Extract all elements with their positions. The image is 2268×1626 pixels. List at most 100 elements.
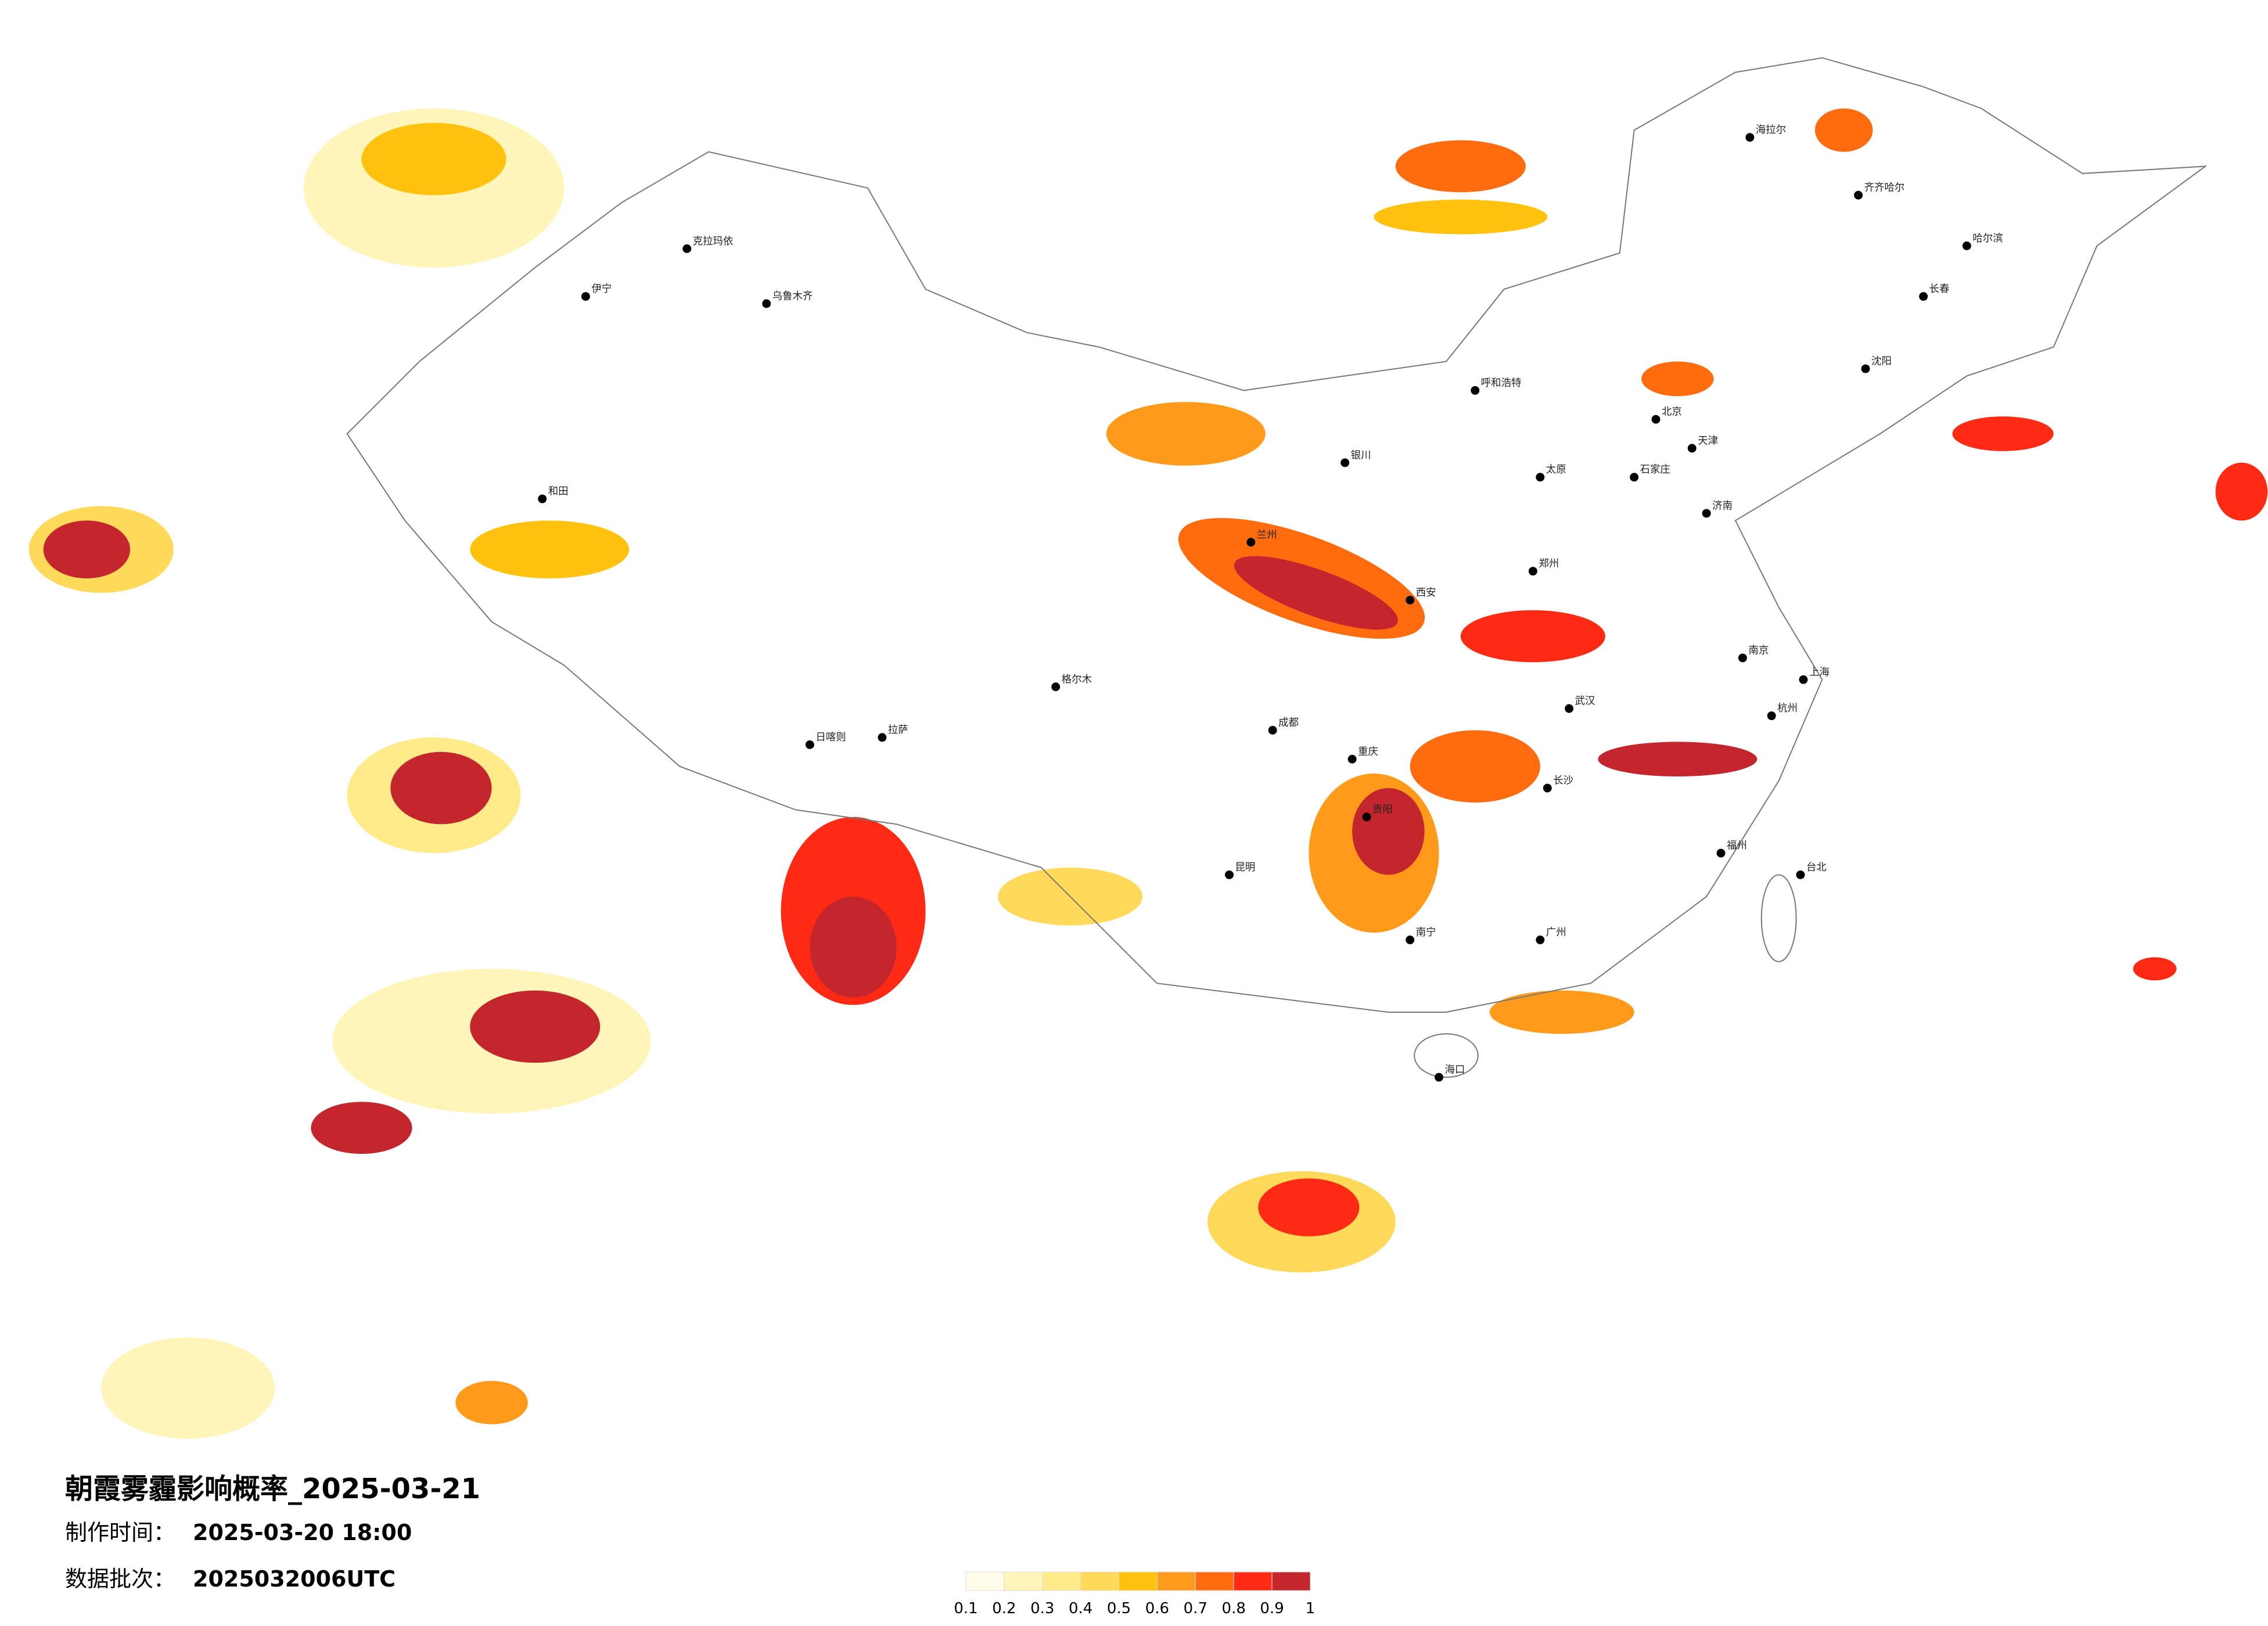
legend-swatch xyxy=(1195,1571,1234,1591)
city-label: 南京 xyxy=(1748,645,1769,657)
city-label: 海口 xyxy=(1445,1064,1465,1076)
city-label: 武汉 xyxy=(1575,696,1595,707)
island-border xyxy=(1760,874,1797,962)
city-label: 昆明 xyxy=(1235,862,1255,873)
legend-tick-label: 0.6 xyxy=(1145,1600,1169,1617)
haze-area xyxy=(1489,990,1634,1034)
city-label: 拉萨 xyxy=(888,724,908,736)
city-dot xyxy=(1565,704,1574,713)
city-dot xyxy=(1347,754,1357,764)
city-dot xyxy=(1919,292,1928,301)
island-border xyxy=(1414,1033,1479,1078)
city-dot xyxy=(878,733,887,742)
city-dot xyxy=(805,740,814,749)
city-dot xyxy=(1543,783,1552,793)
haze-area xyxy=(2215,462,2268,521)
haze-area xyxy=(1258,1178,1360,1236)
city-dot xyxy=(581,292,590,301)
city-label: 克拉玛依 xyxy=(693,236,734,247)
city-dot xyxy=(1854,190,1863,200)
city-dot xyxy=(1246,538,1256,547)
city-label: 天津 xyxy=(1698,435,1718,447)
city-label: 杭州 xyxy=(1777,703,1798,714)
haze-area xyxy=(361,123,506,196)
city-label: 银川 xyxy=(1351,449,1371,461)
map-title: 朝霞雾霾影响概率_2025-03-21 xyxy=(65,1473,480,1505)
city-label: 贵阳 xyxy=(1372,804,1393,815)
city-label: 上海 xyxy=(1809,667,1830,678)
city-label: 福州 xyxy=(1727,840,1747,852)
city-label: 长沙 xyxy=(1553,775,1573,787)
city-dot xyxy=(1745,133,1755,142)
legend: 0.1 0.2 0.3 0.4 0.5 0.6 0.7 0.8 0.9 1 xyxy=(954,1571,1315,1617)
haze-area xyxy=(1374,199,1548,235)
legend-swatch xyxy=(1004,1571,1043,1591)
legend-swatch xyxy=(1042,1571,1081,1591)
city-label: 太原 xyxy=(1546,464,1566,476)
legend-tick-label: 0.9 xyxy=(1260,1600,1284,1617)
haze-area xyxy=(43,520,131,578)
city-label: 成都 xyxy=(1278,717,1299,729)
city-dot xyxy=(1471,386,1480,395)
city-label: 呼和浩特 xyxy=(1481,377,1522,389)
haze-area xyxy=(1352,788,1425,875)
haze-area xyxy=(1641,361,1714,397)
city-dot xyxy=(1225,870,1234,879)
city-label: 长春 xyxy=(1929,283,1950,295)
haze-area xyxy=(1814,108,1873,152)
city-dot xyxy=(1651,415,1660,424)
city-dot xyxy=(1796,870,1805,879)
city-label: 齐齐哈尔 xyxy=(1864,182,1905,194)
legend-tick-label: 1 xyxy=(1306,1600,1315,1617)
city-dot xyxy=(1536,936,1545,944)
batch-label: 数据批次： xyxy=(65,1566,175,1592)
city-dot xyxy=(1362,812,1371,822)
city-dot xyxy=(1687,444,1696,453)
city-label: 海拉尔 xyxy=(1756,124,1786,136)
city-dot xyxy=(1051,682,1061,692)
legend-swatch xyxy=(1233,1571,1273,1591)
city-label: 乌鲁木齐 xyxy=(772,290,813,302)
legend-tick-label: 0.7 xyxy=(1184,1600,1207,1617)
city-label: 沈阳 xyxy=(1871,356,1892,368)
city-dot xyxy=(1340,458,1350,467)
city-label: 重庆 xyxy=(1358,746,1378,758)
city-label: 哈尔滨 xyxy=(1972,233,2003,244)
city-dot xyxy=(1268,725,1277,735)
city-dot xyxy=(1630,473,1639,482)
legend-tick-label: 0.4 xyxy=(1069,1600,1092,1617)
city-dot xyxy=(1702,509,1711,518)
city-label: 台北 xyxy=(1806,862,1827,873)
legend-tick-label: 0.1 xyxy=(954,1600,977,1617)
legend-swatch xyxy=(1156,1571,1196,1591)
legend-swatch xyxy=(1271,1571,1311,1591)
city-dot xyxy=(1962,241,1971,250)
country-border xyxy=(346,57,2208,1013)
legend-tick-label: 0.2 xyxy=(992,1600,1016,1617)
haze-area xyxy=(455,1380,528,1424)
city-dot xyxy=(1536,473,1545,482)
haze-area xyxy=(1598,742,1757,777)
haze-field xyxy=(28,108,2268,1439)
haze-area xyxy=(101,1337,275,1439)
city-dot xyxy=(1406,936,1415,944)
city-dot xyxy=(1767,711,1776,721)
city-label: 和田 xyxy=(548,486,569,498)
city-label: 北京 xyxy=(1662,406,1682,418)
city-dot xyxy=(1799,675,1808,684)
legend-swatch xyxy=(1119,1571,1158,1591)
made-time-label: 制作时间： xyxy=(65,1520,175,1545)
city-dot xyxy=(1528,567,1537,576)
city-dot xyxy=(1738,653,1747,663)
city-label: 济南 xyxy=(1712,500,1733,512)
city-label: 伊宁 xyxy=(591,283,612,295)
legend-swatch xyxy=(965,1571,1005,1591)
city-label: 兰州 xyxy=(1257,529,1277,541)
city-dot xyxy=(1435,1073,1444,1082)
city-label: 格尔木 xyxy=(1062,674,1092,685)
haze-area xyxy=(390,751,492,825)
